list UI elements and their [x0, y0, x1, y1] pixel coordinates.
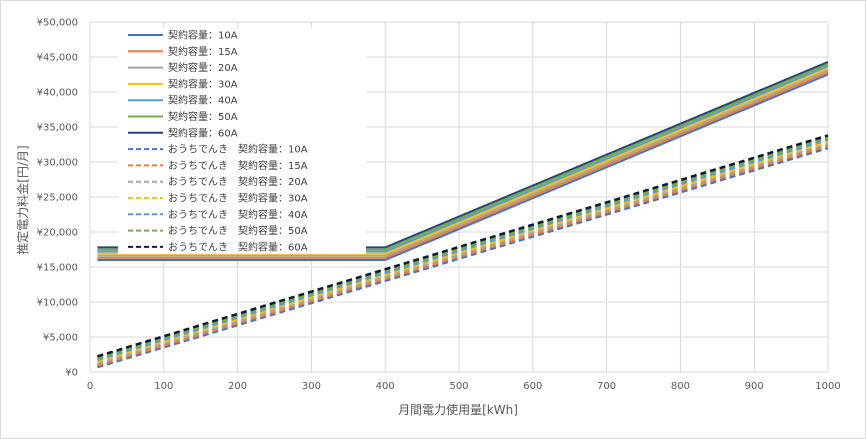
x-tick-label: 1000 — [815, 381, 840, 392]
chart-legend: 契約容量：10A 契約容量：15A 契約容量：20A 契約容量：30A 契約容量：40A… — [118, 28, 366, 254]
legend-item-label: おうちでんき 契約容量：20A — [168, 175, 308, 188]
legend-item-label: 契約容量：40A — [168, 94, 238, 107]
y-tick-label: ¥0 — [65, 368, 78, 379]
y-tick-label: ¥45,000 — [37, 53, 78, 64]
legend-item-label: 契約容量：60A — [168, 126, 238, 139]
y-tick-label: ¥10,000 — [37, 298, 78, 309]
x-tick-label: 300 — [302, 381, 321, 392]
y-tick-label: ¥20,000 — [37, 228, 78, 239]
legend-item-label: 契約容量：15A — [168, 45, 238, 58]
series-line-8 — [97, 146, 829, 369]
series-line-2 — [97, 71, 829, 259]
x-tick-label: 100 — [154, 381, 173, 392]
x-tick-label: 500 — [449, 381, 468, 392]
x-tick-label: 600 — [523, 381, 542, 392]
x-tick-label: 900 — [745, 381, 764, 392]
x-axis-label: 月間電力使用量[kWh] — [398, 402, 518, 417]
y-tick-label: ¥40,000 — [37, 88, 78, 99]
series-line-1 — [97, 73, 829, 261]
axis-ticks: ¥0 ¥5,000 ¥10,000 ¥15,000 ¥20,000 ¥25,000 ¥30,… — [37, 18, 841, 393]
legend-item-label: おうちでんき 契約容量：50A — [168, 224, 308, 237]
series-line-12 — [97, 138, 829, 361]
y-tick-label: ¥50,000 — [37, 18, 78, 29]
y-tick-label: ¥35,000 — [37, 123, 78, 134]
y-tick-label: ¥25,000 — [37, 193, 78, 204]
series-line-10 — [97, 142, 829, 365]
legend-item-label: 契約容量：30A — [168, 77, 238, 90]
legend-item-label: 契約容量：10A — [168, 29, 238, 42]
series-line-3 — [97, 69, 829, 257]
y-tick-label: ¥15,000 — [37, 263, 78, 274]
legend-item-label: 契約容量：50A — [168, 110, 238, 123]
legend-item-label: おうちでんき 契約容量：15A — [168, 159, 308, 172]
x-tick-label: 200 — [228, 381, 247, 392]
series-line-9 — [97, 144, 829, 367]
x-tick-label: 700 — [597, 381, 616, 392]
legend-background — [118, 28, 366, 254]
x-tick-label: 800 — [671, 381, 690, 392]
x-tick-label: 400 — [376, 381, 395, 392]
legend-item-label: おうちでんき 契約容量：60A — [168, 240, 308, 253]
y-axis-label: 推定電力料金[円/月] — [15, 145, 30, 254]
series-line-14 — [97, 134, 829, 358]
series-line-13 — [97, 136, 829, 360]
y-tick-label: ¥5,000 — [43, 333, 78, 344]
y-tick-label: ¥30,000 — [37, 158, 78, 169]
series-line-11 — [97, 140, 829, 363]
x-tick-label: 0 — [87, 381, 93, 392]
legend-item-label: おうちでんき 契約容量：10A — [168, 143, 308, 156]
legend-item-label: 契約容量：20A — [168, 61, 238, 74]
legend-item-label: おうちでんき 契約容量：40A — [168, 208, 308, 221]
legend-item-label: おうちでんき 契約容量：30A — [168, 192, 308, 205]
